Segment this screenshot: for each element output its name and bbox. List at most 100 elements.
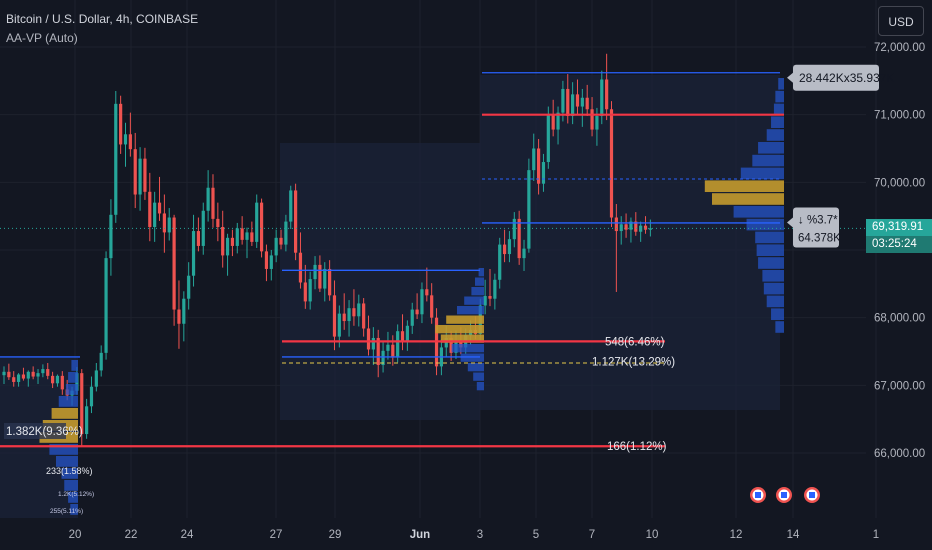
candle-body xyxy=(648,228,652,230)
candle-body xyxy=(381,350,385,366)
candle-body xyxy=(177,309,181,324)
volume-bar-right xyxy=(771,308,784,320)
volume-bar-middle xyxy=(460,353,484,362)
volume-bar-middle xyxy=(446,315,484,324)
candle-body xyxy=(313,264,317,280)
callout-pointer-1 xyxy=(787,72,793,83)
candle-body xyxy=(289,190,293,222)
candle-body xyxy=(512,218,516,240)
volume-bar-middle xyxy=(457,306,484,315)
volume-bar-middle xyxy=(435,325,484,334)
candle-body xyxy=(7,371,11,378)
volume-bar-left xyxy=(56,456,78,467)
x-axis-label: Jun xyxy=(410,529,430,541)
candle-body xyxy=(561,88,565,113)
candle-body xyxy=(420,289,424,315)
volume-bar-left xyxy=(64,480,78,491)
y-axis-label: 72,000.00 xyxy=(874,42,925,54)
candle-body xyxy=(600,79,604,117)
volume-bar-right xyxy=(733,206,784,218)
volume-bar-middle xyxy=(478,268,484,277)
x-axis-label: 10 xyxy=(646,529,659,541)
candle-body xyxy=(551,114,555,130)
candle-body xyxy=(60,375,64,390)
volume-bar-right xyxy=(771,116,784,128)
volume-bar-left xyxy=(68,492,78,503)
x-axis-label: 24 xyxy=(181,529,194,541)
candle-body xyxy=(619,224,623,232)
level-label-548: 548(6.46%) xyxy=(605,336,665,348)
candle-body xyxy=(605,79,609,110)
x-axis-label: 1 xyxy=(873,529,879,541)
volume-bar-left xyxy=(65,384,78,395)
volume-bar-right xyxy=(766,295,784,308)
candle-body xyxy=(541,162,546,184)
volume-bar-right xyxy=(762,270,784,282)
event-flag-icon-mark xyxy=(809,492,815,498)
callout-box-1 xyxy=(793,64,879,91)
candle-body xyxy=(532,148,536,171)
y-axis-label: 70,000.00 xyxy=(874,177,925,189)
event-flag-icon-mark xyxy=(755,492,761,498)
candle-body xyxy=(580,97,584,107)
last-price-tag: 69,319.91 xyxy=(866,219,932,237)
candle-body xyxy=(430,295,434,318)
volume-bar-right xyxy=(740,167,784,180)
currency-button[interactable]: USD xyxy=(878,6,924,36)
y-axis-label: 68,000.00 xyxy=(874,313,925,325)
volume-bar-middle xyxy=(475,277,484,286)
candle-body xyxy=(41,369,45,374)
x-axis-label: 3 xyxy=(477,529,483,541)
volume-bar-middle xyxy=(464,296,484,305)
candle-body xyxy=(279,237,283,245)
candle-body xyxy=(12,377,16,382)
candle-body xyxy=(566,88,570,117)
candle-body xyxy=(80,373,84,435)
volume-bar-middle xyxy=(471,287,484,296)
volume-bar-right xyxy=(775,90,784,103)
x-axis-label: 7 xyxy=(589,529,595,541)
candle-body xyxy=(225,237,230,256)
candle-body xyxy=(109,214,113,259)
candle-body xyxy=(575,94,580,107)
volume-bar-left xyxy=(58,396,78,407)
x-axis-label: 20 xyxy=(69,529,82,541)
candle-body xyxy=(284,221,288,245)
candle-body xyxy=(410,309,414,326)
candle-body xyxy=(26,371,30,379)
candle-body xyxy=(221,226,225,256)
candle-body xyxy=(332,295,337,337)
candle-body xyxy=(294,190,298,253)
candle-body xyxy=(328,268,332,296)
volume-bar-middle xyxy=(440,334,484,343)
annotation-bg xyxy=(4,423,66,439)
candle-body xyxy=(308,279,312,302)
candle-body xyxy=(522,248,526,259)
candle-body xyxy=(16,374,21,382)
candle-body xyxy=(595,116,599,130)
candle-body xyxy=(546,114,550,163)
x-axis-label: 5 xyxy=(533,529,539,541)
y-axis-label: 71,000.00 xyxy=(874,110,925,122)
candle-body xyxy=(318,264,322,289)
annotation-1382k: 1.382K(9.36%) xyxy=(6,426,83,438)
annotation-255: 255(5.11%) xyxy=(50,508,83,515)
volume-bar-left xyxy=(51,408,78,419)
candle-body xyxy=(376,337,380,366)
volume-bar-right xyxy=(758,142,784,154)
indicator-label[interactable]: AA-VP (Auto) xyxy=(6,31,78,45)
candle-body xyxy=(172,217,176,310)
volume-bar-left xyxy=(68,372,78,383)
candle-body xyxy=(629,221,633,230)
candle-body xyxy=(245,232,249,240)
candle-body xyxy=(119,103,123,145)
candle-body xyxy=(614,217,618,232)
candle-body xyxy=(415,309,419,315)
candle-body xyxy=(488,296,492,299)
candle-body xyxy=(157,202,162,214)
volume-bar-right xyxy=(746,218,784,231)
candle-body xyxy=(21,374,26,379)
candle-body xyxy=(85,406,89,435)
volume-bar-right xyxy=(773,103,784,116)
